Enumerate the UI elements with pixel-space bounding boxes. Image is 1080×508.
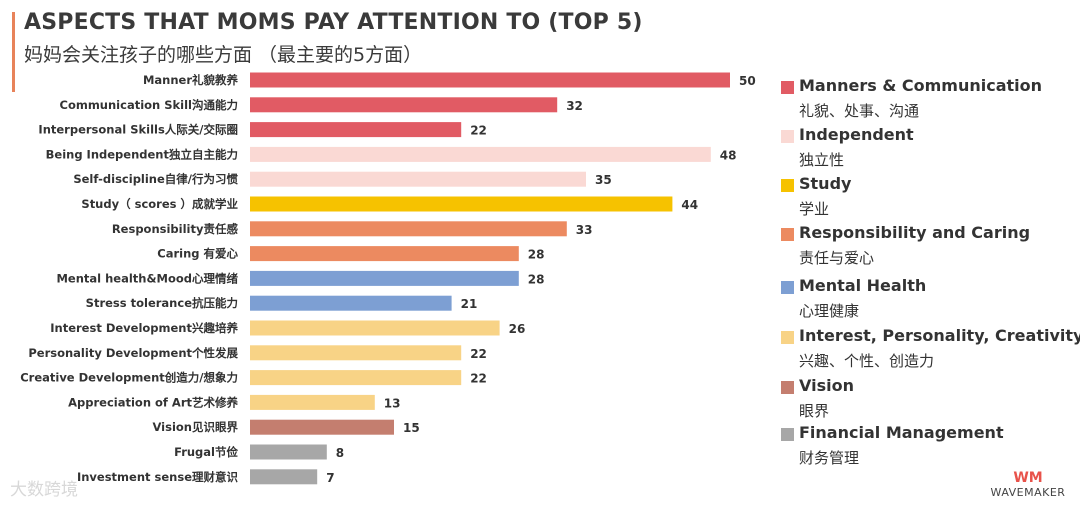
bar — [250, 246, 519, 262]
title-accent-bar — [12, 12, 15, 92]
legend-label-en: Study — [799, 174, 852, 193]
category-label: Interest Development兴趣培养 — [50, 321, 238, 335]
legend-label-cn: 独立性 — [799, 151, 845, 169]
legend-label-cn: 学业 — [799, 200, 830, 218]
data-label: 21 — [461, 297, 478, 311]
bar — [250, 444, 327, 460]
bar — [250, 171, 586, 187]
watermark-text: 大数跨境 — [10, 480, 78, 500]
data-label: 28 — [528, 248, 545, 262]
bar — [250, 146, 711, 162]
legend-label-en: Manners & Communication — [799, 76, 1042, 95]
category-label: Mental health&Mood心理情绪 — [56, 271, 238, 285]
data-label: 26 — [509, 322, 526, 336]
bar — [250, 370, 462, 386]
data-label: 48 — [720, 148, 737, 162]
legend-swatch — [781, 331, 794, 344]
legend-swatch — [781, 228, 794, 241]
wavemaker-logo-mark: WM — [1013, 470, 1043, 486]
data-label: 7 — [326, 471, 334, 485]
category-label: Vision见识眼界 — [152, 420, 238, 434]
category-label: Creative Development创造力/想象力 — [20, 371, 238, 385]
legend-label-en: Independent — [799, 125, 914, 144]
bar — [250, 270, 519, 286]
legend-label-cn: 财务管理 — [799, 449, 860, 467]
legend-label-en: Financial Management — [799, 423, 1004, 442]
category-label: Self-discipline自律/行为习惯 — [73, 172, 238, 186]
legend-label-cn: 兴趣、个性、创造力 — [799, 352, 935, 370]
category-label: Study（ scores ）成就学业 — [81, 197, 238, 211]
legend-swatch — [781, 130, 794, 143]
data-label: 28 — [528, 272, 545, 286]
legend-swatch — [781, 179, 794, 192]
category-label: Personality Development个性发展 — [28, 346, 238, 360]
chart-subtitle: 妈妈会关注孩子的哪些方面 （最主要的5方面） — [24, 44, 423, 66]
category-label: Frugal节俭 — [174, 445, 238, 459]
category-label: Appreciation of Art艺术修养 — [68, 395, 238, 409]
legend-label-en: Mental Health — [799, 276, 927, 295]
data-label: 22 — [470, 124, 487, 138]
legend-label-en: Responsibility and Caring — [799, 223, 1031, 242]
data-label: 15 — [403, 421, 420, 435]
data-label: 8 — [336, 446, 344, 460]
category-label: Caring 有爱心 — [157, 247, 238, 261]
wavemaker-logo: WM WAVEMAKER — [985, 470, 1071, 500]
legend-label-en: Vision — [799, 376, 854, 395]
category-label: Responsibility责任感 — [112, 222, 239, 236]
data-label: 22 — [470, 372, 487, 386]
bar — [250, 97, 558, 113]
data-label: 22 — [470, 347, 487, 361]
bar — [250, 72, 730, 88]
chart-title: ASPECTS THAT MOMS PAY ATTENTION TO (TOP … — [24, 10, 643, 35]
legend-swatch — [781, 281, 794, 294]
bar — [250, 221, 567, 237]
category-label: Manner礼貌教养 — [143, 73, 239, 87]
category-label: Interpersonal Skills人际关/交际圈 — [38, 123, 238, 137]
bar — [250, 419, 394, 435]
legend-label-cn: 责任与爱心 — [799, 249, 875, 267]
data-label: 33 — [576, 223, 593, 237]
wavemaker-logo-text: WAVEMAKER — [990, 486, 1066, 499]
bar — [250, 320, 500, 336]
bar-chart: Manner礼貌教养 50 Communication Skill沟通能力 32 Int… — [20, 72, 756, 485]
data-label: 13 — [384, 396, 401, 410]
bar — [250, 345, 462, 361]
legend-label-cn: 心理健康 — [799, 302, 860, 320]
category-label: Communication Skill沟通能力 — [60, 98, 239, 112]
bar — [250, 196, 673, 212]
legend-swatch — [781, 81, 794, 94]
bar — [250, 295, 452, 311]
data-label: 32 — [566, 99, 583, 113]
data-label: 35 — [595, 173, 612, 187]
bar — [250, 469, 318, 485]
bar — [250, 394, 375, 410]
legend-swatch — [781, 381, 794, 394]
data-label: 50 — [739, 74, 756, 88]
legend-label-cn: 眼界 — [799, 402, 830, 420]
data-label: 44 — [681, 198, 698, 212]
bar — [250, 122, 462, 138]
category-label: Being Independent独立自主能力 — [46, 147, 238, 161]
category-label: Investment sense理财意识 — [77, 470, 239, 484]
legend-label-cn: 礼貌、处事、沟通 — [799, 102, 920, 120]
category-label: Stress tolerance抗压能力 — [86, 296, 238, 310]
legend-swatch — [781, 428, 794, 441]
legend-label-en: Interest, Personality, Creativity — [799, 326, 1080, 345]
